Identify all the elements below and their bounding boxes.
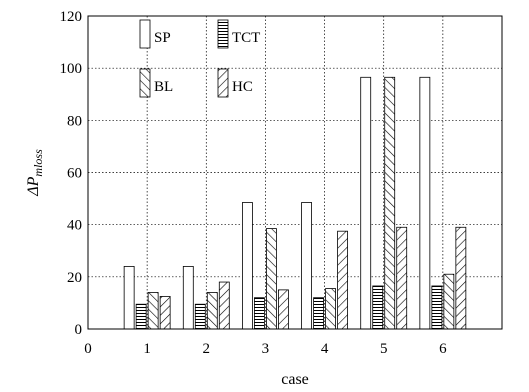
bar-sp-case-1 <box>123 265 135 330</box>
bar-tct-case-3 <box>254 297 265 330</box>
bar-bl-case-3 <box>266 228 277 330</box>
legend-label-tct: TCT <box>232 30 260 46</box>
bar-tct-case-4 <box>313 297 324 330</box>
x-tick-label: 2 <box>203 341 211 357</box>
bars <box>123 76 467 330</box>
bar-bl-case-2 <box>206 292 218 330</box>
y-tick-label: 40 <box>67 218 82 234</box>
bar-sp-case-2 <box>182 265 194 330</box>
bar-sp-case-3 <box>242 202 253 330</box>
x-tick-label: 6 <box>439 341 447 357</box>
y-tick-labels: 0 20 40 60 80 100 120 <box>60 9 83 338</box>
x-tick-label: 1 <box>143 341 151 357</box>
x-axis-title: case <box>281 371 309 387</box>
y-axis-title-main: ΔP <box>25 176 42 196</box>
legend-swatch-bl <box>139 68 151 98</box>
y-tick-label: 20 <box>67 270 82 286</box>
bar-bl-case-5 <box>384 76 396 330</box>
legend-swatch-tct <box>217 19 229 49</box>
bar-sp-case-5 <box>360 76 372 330</box>
x-tick-label: 5 <box>380 341 388 357</box>
bar-hc-case-1 <box>159 295 171 330</box>
legend-swatch-hc <box>217 68 229 98</box>
x-tick-label: 0 <box>84 341 92 357</box>
bar-sp-case-6 <box>419 76 431 330</box>
bar-hc-case-6 <box>455 226 467 330</box>
y-axis-title-sub: mloss <box>31 149 45 177</box>
bar-hc-case-3 <box>278 289 289 330</box>
y-tick-label: 0 <box>75 322 83 338</box>
legend-swatch-sp <box>139 19 151 49</box>
x-tick-labels: 0 1 2 3 4 5 6 <box>84 341 447 357</box>
bar-bl-case-4 <box>325 288 336 330</box>
bar-bl-case-6 <box>443 273 455 330</box>
x-tick-label: 4 <box>321 341 329 357</box>
bar-tct-case-6 <box>431 285 443 330</box>
bar-sp-case-4 <box>301 202 312 330</box>
y-tick-label: 100 <box>60 61 83 77</box>
bar-bl-case-1 <box>147 292 159 330</box>
legend-label-bl: BL <box>154 79 173 95</box>
bar-tct-case-5 <box>372 285 384 330</box>
bar-tct-case-2 <box>194 303 206 330</box>
bar-hc-case-5 <box>396 226 408 330</box>
y-axis-title: ΔPmloss <box>25 149 45 197</box>
legend-label-sp: SP <box>154 30 171 46</box>
bar-hc-case-2 <box>218 281 230 330</box>
bar-hc-case-4 <box>337 230 348 330</box>
legend-label-hc: HC <box>232 79 253 95</box>
legend: SP TCT BL HC <box>139 19 260 98</box>
plot-frame <box>87 15 503 330</box>
bar-tct-case-1 <box>135 303 147 330</box>
y-tick-label: 60 <box>67 166 82 182</box>
y-tick-label: 80 <box>67 113 82 129</box>
x-tick-label: 3 <box>262 341 270 357</box>
y-tick-label: 120 <box>60 9 83 25</box>
grid-lines <box>88 16 502 329</box>
